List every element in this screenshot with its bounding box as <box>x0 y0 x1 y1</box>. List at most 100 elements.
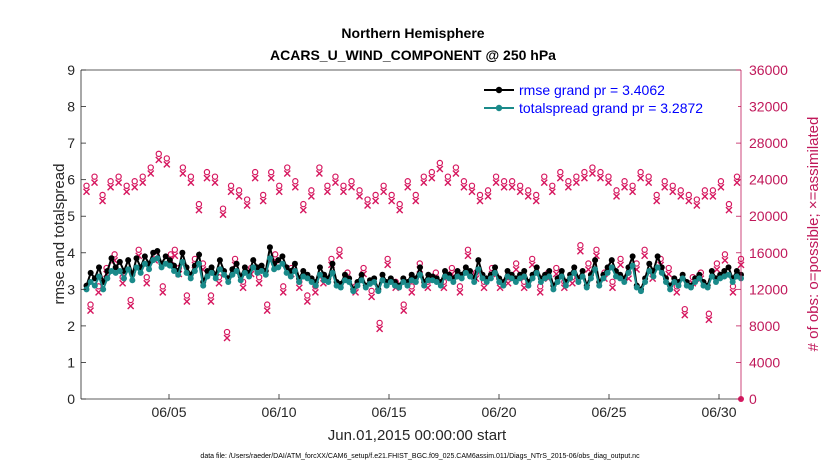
obs-possible-point <box>565 178 572 185</box>
obs-assimilated-point <box>263 307 271 315</box>
obs-possible-point <box>223 328 231 336</box>
obs-assimilated-point <box>219 211 227 219</box>
series-point-rmse <box>592 257 599 264</box>
series-point-rmse <box>291 260 298 267</box>
series-point-spread <box>146 266 153 273</box>
legend-spread-marker <box>495 104 503 112</box>
series-point-spread <box>592 266 599 273</box>
obs-x-stroke <box>267 174 275 182</box>
obs-assimilated-point <box>299 206 307 214</box>
series-point-spread <box>417 271 424 278</box>
obs-x-stroke <box>372 197 380 205</box>
series-point-spread <box>500 282 507 289</box>
obs-x-stroke <box>729 288 737 296</box>
series-point-spread <box>387 279 394 286</box>
obs-possible-point <box>316 164 323 171</box>
series-point-spread <box>208 269 215 276</box>
obs-assimilated-point <box>444 179 452 187</box>
obs-assimilated-point <box>356 192 364 200</box>
obs-x-stroke <box>604 179 612 187</box>
obs-x-stroke <box>396 206 404 214</box>
series-point-rmse <box>108 255 115 262</box>
series-point-spread <box>396 284 403 291</box>
obs-possible-point <box>573 173 580 180</box>
obs-assimilated-point <box>171 252 179 260</box>
series-point-rmse <box>629 253 636 260</box>
series-point-spread <box>675 282 682 289</box>
obs-possible-point <box>581 168 588 176</box>
series-point-rmse <box>162 253 169 260</box>
series-point-spread <box>425 277 432 284</box>
series-point-spread <box>462 269 469 276</box>
series-point-spread <box>667 286 674 293</box>
obs-assimilated-point <box>685 197 693 205</box>
obs-assimilated-point <box>508 183 516 191</box>
x-tick-label: 06/05 <box>151 404 186 420</box>
obs-x-stroke <box>713 265 721 273</box>
y-tick-left-label: 6 <box>67 172 75 188</box>
y-tick-right-label: 8000 <box>749 318 780 334</box>
obs-assimilated-point <box>540 179 548 187</box>
obs-assimilated-point <box>548 188 556 196</box>
obs-possible-point <box>609 278 616 285</box>
obs-possible-point <box>111 251 118 258</box>
obs-assimilated-point <box>452 170 460 178</box>
obs-possible-point <box>143 273 150 281</box>
obs-x-stroke <box>568 279 576 287</box>
series-point-rmse <box>300 268 307 275</box>
series-point-spread <box>496 279 503 286</box>
obs-possible-point <box>179 164 187 171</box>
obs-x-stroke <box>709 192 717 200</box>
y-tick-left-label: 1 <box>67 354 75 370</box>
series-point-spread <box>296 279 303 286</box>
series-point-spread <box>225 279 232 286</box>
obs-x-stroke <box>388 197 396 205</box>
obs-possible-point <box>380 182 387 190</box>
obs-x-stroke <box>540 179 548 187</box>
obs-possible-point <box>219 205 227 212</box>
obs-assimilated-point <box>215 279 223 287</box>
obs-possible-point <box>549 182 556 190</box>
series-point-rmse <box>579 268 586 275</box>
series-point-rmse <box>504 268 511 275</box>
obs-possible-point <box>356 187 363 194</box>
series-point-spread <box>325 279 332 286</box>
obs-possible-point <box>195 200 203 208</box>
obs-x-stroke <box>637 174 645 182</box>
obs-possible-point <box>171 246 179 253</box>
obs-x-stroke <box>243 202 251 210</box>
obs-x-stroke <box>609 284 617 292</box>
series-point-rmse <box>275 257 282 264</box>
obs-possible-point <box>705 310 713 317</box>
series-point-spread <box>537 279 544 286</box>
obs-possible-point <box>621 178 628 185</box>
series-point-spread <box>579 273 586 280</box>
series-point-rmse <box>250 257 257 264</box>
obs-x-stroke <box>83 188 90 196</box>
series-point-spread <box>550 286 557 293</box>
obs-possible-point <box>685 191 693 199</box>
obs-x-stroke <box>693 202 701 210</box>
obs-possible-point <box>259 191 267 199</box>
obs-x-stroke <box>420 179 428 187</box>
obs-x-stroke <box>548 188 556 196</box>
obs-assimilated-point <box>705 316 713 324</box>
obs-assimilated-point <box>609 284 617 292</box>
series-point-spread <box>183 269 190 276</box>
series-point-spread <box>329 269 336 276</box>
obs-assimilated-point <box>404 183 412 191</box>
obs-assimilated-point <box>713 265 721 273</box>
series-point-spread <box>633 284 640 291</box>
obs-x-stroke <box>621 183 629 191</box>
series-point-spread <box>587 275 594 282</box>
obs-possible-point <box>512 260 520 267</box>
series-point-spread <box>204 273 211 280</box>
obs-x-stroke <box>235 192 243 200</box>
obs-x-stroke <box>339 188 347 196</box>
series-point-rmse <box>279 253 286 260</box>
plot-area <box>81 70 741 399</box>
obs-x-stroke <box>564 183 572 191</box>
obs-possible-point <box>332 173 339 180</box>
obs-x-stroke <box>107 183 115 191</box>
series-point-spread <box>637 288 644 295</box>
